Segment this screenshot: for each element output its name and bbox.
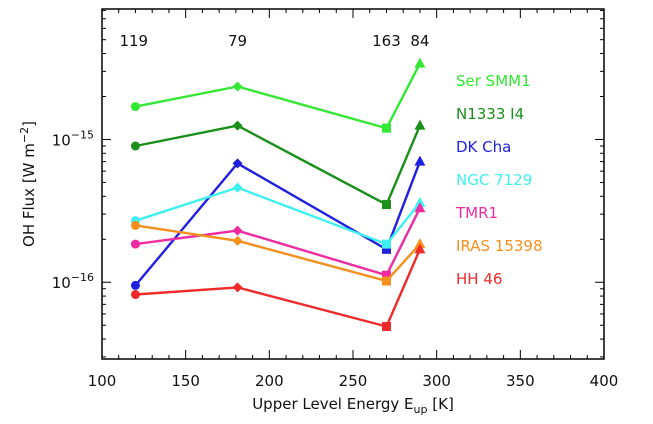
series-line (134, 161, 422, 287)
data-point (381, 244, 391, 254)
legend-item: TMR1 (455, 204, 498, 222)
data-point (130, 141, 140, 151)
data-point (232, 120, 243, 131)
x-axis: 100 150 200 250 300 350 400 (88, 9, 619, 390)
data-point (232, 225, 243, 236)
x-axis-title-unit: [K] (432, 395, 454, 413)
x-tick-label: 300 (422, 372, 451, 390)
data-point (232, 158, 243, 169)
y-tick-exp: −15 (71, 128, 94, 141)
data-point (130, 290, 140, 300)
y-tick-base: 10 (52, 274, 71, 292)
data-point (414, 238, 426, 249)
series-line (135, 224, 421, 283)
data-point (232, 182, 243, 193)
y-tick-label: 10−15 (52, 128, 94, 149)
x-tick-label: 100 (88, 372, 117, 390)
series-n1333-i4 (130, 119, 426, 210)
series-line (135, 207, 421, 277)
top-labels: 119 79 163 84 (119, 32, 429, 50)
legend-item: Ser SMM1 (456, 72, 531, 90)
y-tick-base: 10 (52, 131, 71, 149)
y-tick-label: 10−16 (52, 271, 94, 292)
top-label: 119 (119, 32, 148, 50)
series-hh-46 (130, 243, 426, 331)
data-point (381, 270, 391, 280)
series-iras-15398 (130, 220, 426, 286)
data-point (381, 276, 391, 286)
y-axis-title-main: OH Flux [W m (20, 143, 38, 247)
data-point (414, 196, 426, 207)
data-point (232, 235, 243, 246)
data-point (232, 282, 243, 293)
data-point (130, 102, 140, 112)
data-point (381, 239, 391, 249)
legend-item: HH 46 (456, 270, 502, 288)
series-line (135, 124, 422, 206)
data-point (414, 202, 426, 213)
data-point (381, 321, 391, 331)
series-line (135, 248, 422, 328)
top-label: 84 (410, 32, 429, 50)
top-label: 79 (228, 32, 247, 50)
y-axis-title-sup: −2 (18, 127, 31, 143)
series-ser-smm1 (130, 57, 426, 133)
x-tick-label: 350 (506, 372, 535, 390)
data-point (130, 220, 140, 230)
legend-item: N1333 I4 (456, 105, 524, 123)
x-tick-label: 250 (339, 372, 368, 390)
x-axis-title: Upper Level Energy Eup [K] (252, 395, 454, 416)
series-tmr1 (130, 202, 426, 280)
legend-item: IRAS 15398 (456, 237, 543, 255)
series-dk-cha (130, 155, 426, 290)
y-tick-exp: −16 (71, 271, 94, 284)
series-group (130, 57, 426, 331)
x-tick-label: 150 (171, 372, 200, 390)
top-label: 163 (372, 32, 401, 50)
x-tick-label: 400 (590, 372, 619, 390)
data-point (414, 57, 426, 68)
legend: Ser SMM1 N1333 I4 DK Cha NGC 7129 TMR1 IRAS 1… (455, 72, 543, 288)
data-point (130, 239, 140, 249)
data-point (414, 155, 426, 166)
data-point (414, 119, 426, 130)
data-point (381, 200, 391, 210)
x-axis-title-main: Upper Level Energy E (252, 395, 413, 413)
legend-item: NGC 7129 (456, 171, 532, 189)
data-point (381, 123, 391, 133)
y-axis-title: OH Flux [W m−2] (18, 121, 38, 247)
data-point (232, 81, 243, 92)
legend-item: DK Cha (456, 138, 511, 156)
x-tick-label: 200 (255, 372, 284, 390)
y-axis-title-end: ] (20, 121, 38, 127)
data-point (414, 243, 426, 254)
series-line (135, 186, 421, 246)
data-point (130, 280, 140, 290)
x-axis-title-sub: up (414, 403, 428, 416)
series-line (135, 63, 421, 130)
